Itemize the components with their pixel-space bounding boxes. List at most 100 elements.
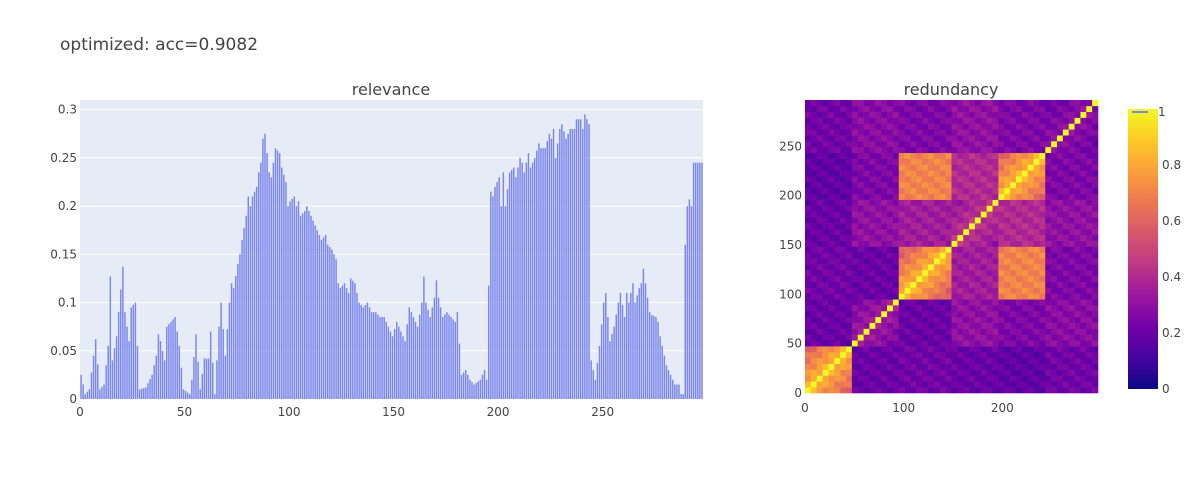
heatmap-cell [810, 275, 818, 282]
heatmap-cell [904, 258, 911, 265]
heatmap-cell [898, 357, 905, 364]
heatmap-cell [951, 351, 958, 359]
relevance-bar [220, 302, 222, 399]
heatmap-cell [945, 135, 952, 142]
heatmap-cell [980, 135, 987, 142]
heatmap-cell [840, 252, 847, 259]
heatmap-cell [1051, 316, 1058, 323]
heatmap-cell [1092, 269, 1099, 277]
heatmap-cell [887, 258, 894, 265]
relevance-bar [694, 162, 697, 399]
heatmap-cell [1051, 246, 1058, 253]
heatmap-cell [922, 182, 929, 189]
heatmap-cell [998, 146, 1005, 154]
heatmap-cell [851, 217, 859, 224]
heatmap-cell [822, 387, 829, 394]
heatmap-cell [951, 223, 958, 230]
heatmap-cell [851, 287, 859, 294]
heatmap-cell [1004, 357, 1011, 364]
heatmap-cell [951, 193, 958, 200]
heatmap-cell [851, 129, 859, 136]
heatmap-cell [810, 369, 818, 376]
heatmap-cell [916, 357, 923, 364]
relevance-bar [130, 307, 132, 399]
heatmap-cell [1004, 217, 1011, 224]
heatmap-cell [992, 316, 999, 323]
heatmap-cell [922, 223, 929, 230]
heatmap-cell [1033, 105, 1040, 113]
heatmap-cell [939, 363, 946, 370]
relevance-bar [191, 379, 193, 399]
heatmap-cell [1062, 228, 1069, 236]
heatmap-cell [1015, 328, 1023, 335]
heatmap-cell [998, 305, 1005, 312]
heatmap-cell [904, 234, 911, 241]
heatmap-cell [922, 187, 929, 195]
heatmap-cell [1027, 129, 1034, 136]
heatmap-cell [1021, 111, 1028, 118]
heatmap-cell [869, 170, 876, 177]
heatmap-cell [1015, 269, 1023, 277]
heatmap-cell [1051, 275, 1058, 282]
heatmap-cell [898, 328, 905, 335]
heatmap-cell [922, 158, 929, 165]
heatmap-cell [939, 187, 946, 195]
relevance-bar [124, 312, 126, 399]
heatmap-cell [1039, 187, 1046, 195]
relevance-bar [147, 383, 149, 399]
heatmap-cell [957, 293, 964, 300]
heatmap-cell [980, 105, 987, 113]
heatmap-cell [1039, 299, 1046, 306]
heatmap-cell [933, 164, 941, 171]
heatmap-cell [1021, 100, 1028, 107]
relevance-bar [107, 345, 109, 399]
heatmap-cell [1062, 117, 1069, 124]
heatmap-cell [816, 387, 823, 394]
heatmap-cell [840, 287, 847, 294]
heatmap-cell [1010, 246, 1017, 253]
heatmap-cell [1021, 228, 1028, 236]
heatmap-cell [980, 193, 987, 200]
heatmap-cell [986, 287, 993, 294]
heatmap-cell [910, 310, 917, 318]
heatmap-cell [1039, 305, 1046, 312]
heatmap-cell [834, 105, 841, 113]
heatmap-cell [869, 211, 876, 218]
heatmap-cell [816, 129, 823, 136]
heatmap-cell [1039, 281, 1046, 288]
heatmap-cell [904, 146, 911, 154]
heatmap-cell [1027, 281, 1034, 288]
heatmap-cell [898, 129, 905, 136]
heatmap-cell [1092, 146, 1099, 154]
heatmap-cell [1033, 351, 1040, 359]
heatmap-cell [992, 351, 999, 359]
heatmap-cell [810, 182, 818, 189]
heatmap-cell [992, 182, 999, 189]
heatmap-cell [1080, 246, 1087, 253]
relevance-bar [383, 317, 385, 399]
heatmap-cell [1033, 381, 1040, 388]
heatmap-cell [1068, 141, 1075, 148]
heatmap-cell [869, 146, 876, 154]
heatmap-cell [1074, 187, 1081, 195]
heatmap-cell [898, 211, 905, 218]
relevance-bar [529, 167, 532, 399]
heatmap-cell [945, 316, 952, 323]
heatmap-cell [945, 240, 952, 247]
heatmap-cell [928, 105, 935, 113]
heatmap-cell [892, 264, 900, 271]
heatmap-cell [834, 211, 841, 218]
heatmap-cell [933, 129, 941, 136]
heatmap-cell [945, 287, 952, 294]
heatmap-cell [904, 100, 911, 107]
heatmap-cell [1056, 346, 1064, 353]
heatmap-cell [904, 123, 911, 130]
heatmap-cell [992, 246, 999, 253]
heatmap-cell [834, 152, 841, 159]
heatmap-cell [1015, 141, 1023, 148]
heatmap-cell [1015, 346, 1023, 353]
heatmap-cell [887, 170, 894, 177]
heatmap-cell [939, 328, 946, 335]
heatmap-cell [957, 375, 964, 382]
heatmap-cell [898, 182, 905, 189]
